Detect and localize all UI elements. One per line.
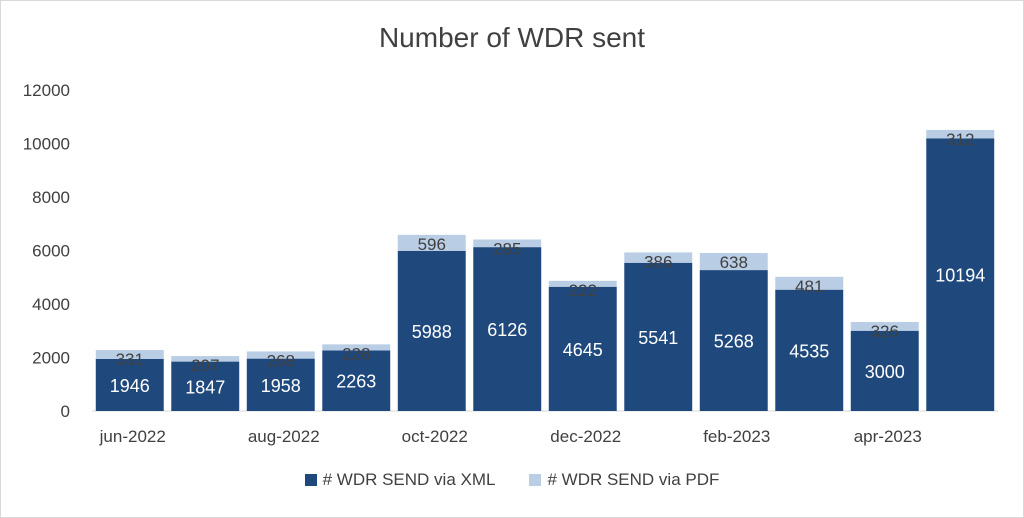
x-tick-label: oct-2022 bbox=[402, 427, 468, 446]
bar-xml bbox=[926, 138, 995, 412]
chart-title: Number of WDR sent bbox=[378, 22, 646, 53]
data-label-xml: 4645 bbox=[563, 340, 603, 360]
bar-xml bbox=[775, 289, 844, 411]
data-label-pdf: 268 bbox=[267, 351, 295, 370]
bar-xml bbox=[473, 247, 542, 411]
y-tick-label: 0 bbox=[61, 402, 70, 421]
bar-xml bbox=[397, 250, 466, 411]
bar-pdf bbox=[95, 350, 164, 359]
legend-item-xml: # WDR SEND via XML bbox=[304, 470, 496, 490]
y-tick-label: 12000 bbox=[23, 81, 70, 100]
bar-pdf bbox=[246, 351, 315, 359]
bar-xml bbox=[850, 330, 919, 411]
data-label-xml: 10194 bbox=[935, 266, 985, 286]
data-label-xml: 1847 bbox=[185, 377, 225, 397]
x-tick-label: aug-2022 bbox=[248, 427, 320, 446]
data-label-xml: 4535 bbox=[789, 341, 829, 361]
legend-item-pdf: # WDR SEND via PDF bbox=[529, 470, 719, 490]
y-tick-label: 10000 bbox=[23, 135, 70, 154]
data-label-pdf: 386 bbox=[644, 252, 672, 271]
bar-pdf bbox=[775, 276, 844, 290]
bar-xml bbox=[322, 350, 391, 411]
x-tick-label: feb-2023 bbox=[703, 427, 770, 446]
data-label-pdf: 312 bbox=[946, 130, 974, 149]
bar-pdf bbox=[473, 239, 542, 248]
data-label-pdf: 285 bbox=[493, 240, 521, 259]
bar-xml bbox=[699, 270, 768, 411]
x-tick-label: jun-2022 bbox=[99, 427, 166, 446]
data-label-pdf: 638 bbox=[720, 253, 748, 272]
bar-xml bbox=[95, 358, 164, 411]
data-label-xml: 2263 bbox=[336, 372, 376, 392]
legend-label-pdf: # WDR SEND via PDF bbox=[547, 470, 720, 489]
x-tick-label: dec-2022 bbox=[550, 427, 621, 446]
data-label-xml: 5988 bbox=[412, 322, 452, 342]
data-label-xml: 5541 bbox=[638, 328, 678, 348]
bar-pdf bbox=[699, 253, 768, 271]
bar-xml bbox=[246, 358, 315, 411]
legend: # WDR SEND via XML # WDR SEND via PDF bbox=[0, 470, 1024, 490]
data-label-pdf: 481 bbox=[795, 277, 823, 296]
data-label-xml: 1946 bbox=[110, 376, 150, 396]
data-label-xml: 1958 bbox=[261, 376, 301, 396]
bar-pdf bbox=[548, 280, 617, 287]
bar-xml bbox=[624, 262, 693, 411]
data-label-pdf: 326 bbox=[871, 322, 899, 341]
data-label-pdf: 331 bbox=[116, 350, 144, 369]
data-label-xml: 5268 bbox=[714, 332, 754, 352]
bar-xml bbox=[548, 286, 617, 411]
y-tick-label: 2000 bbox=[32, 349, 70, 368]
x-tick-label: apr-2023 bbox=[854, 427, 922, 446]
y-tick-label: 8000 bbox=[32, 188, 70, 207]
bar-pdf bbox=[171, 356, 240, 362]
bar-pdf bbox=[926, 129, 995, 139]
y-tick-label: 6000 bbox=[32, 242, 70, 261]
legend-label-xml: # WDR SEND via XML bbox=[322, 470, 496, 489]
data-label-pdf: 222 bbox=[569, 281, 597, 300]
data-label-pdf: 596 bbox=[418, 235, 446, 254]
bar-pdf bbox=[322, 344, 391, 351]
data-label-pdf: 228 bbox=[342, 344, 370, 363]
data-label-pdf: 207 bbox=[191, 356, 219, 375]
bar-pdf bbox=[397, 234, 466, 251]
bar-pdf bbox=[850, 322, 919, 331]
y-tick-label: 4000 bbox=[32, 295, 70, 314]
legend-swatch-pdf bbox=[529, 474, 542, 486]
bar-pdf bbox=[624, 252, 693, 263]
legend-swatch-xml bbox=[304, 474, 317, 486]
data-label-xml: 3000 bbox=[865, 362, 905, 382]
bar-xml bbox=[171, 361, 240, 411]
data-label-xml: 6126 bbox=[487, 320, 527, 340]
